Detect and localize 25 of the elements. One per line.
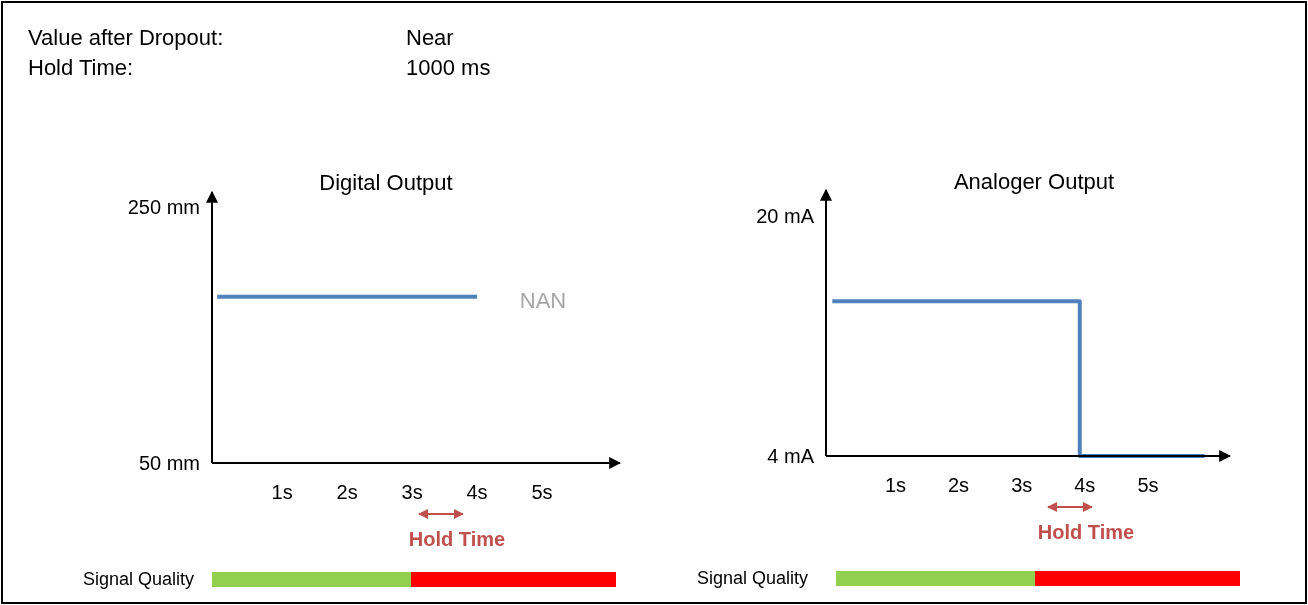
y-tick-label: 20 mA [756,204,815,227]
annotation: NAN [519,287,567,313]
chart-title: Analoger Output [953,169,1115,194]
text: Hold Time [1037,521,1135,543]
text: Value after Dropout: [28,25,224,50]
x-tick-label: 4s [466,481,488,503]
x-tick-label: 5s [1137,474,1159,496]
x-tick-label: 3s [401,481,423,503]
x-tick-label: 5s [531,481,553,503]
y-tick-label: 250 mm [127,196,200,219]
x-tick-label: 1s [884,474,906,496]
y-tick-label: 50 mm [138,452,200,474]
x-tick-label: 3s [1011,474,1033,496]
x-tick-label: 4s [1074,474,1096,496]
text: Hold Time: [28,55,134,80]
text: Signal Quality [696,568,808,588]
x-tick-label: 1s [271,481,293,503]
text: Hold Time [408,528,506,550]
chart-title: Digital Output [319,170,453,195]
text: 1000 ms [406,55,491,80]
x-tick-label: 2s [336,481,358,503]
text: Signal Quality [82,569,194,589]
text: Near [406,25,454,50]
y-tick-label: 4 mA [767,445,815,467]
x-tick-label: 2s [948,474,970,496]
